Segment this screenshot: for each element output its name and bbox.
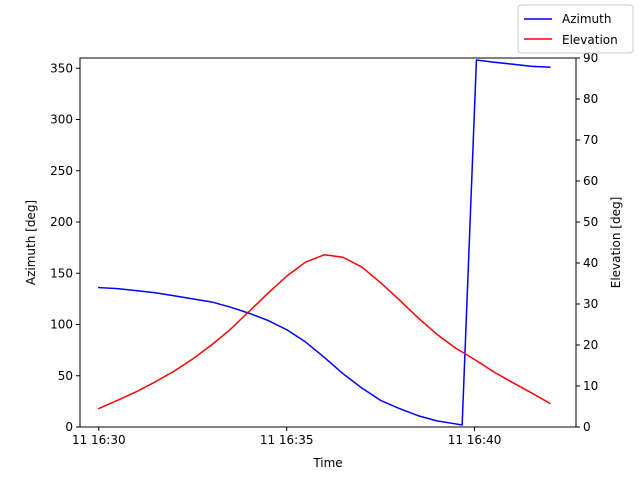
legend-box [517, 4, 634, 54]
y-tick-label-right-9: 90 [583, 51, 598, 65]
y-tick-label-left-1: 50 [58, 369, 73, 383]
y-tick-label-left-5: 250 [50, 164, 73, 178]
y-tick-label-left-7: 350 [50, 61, 73, 75]
y-tick-label-right-5: 50 [583, 215, 598, 229]
x-axis-label: Time [312, 456, 342, 470]
legend: Azimuth Elevation [517, 4, 634, 54]
legend-label-elevation: Elevation [562, 33, 618, 47]
y-tick-label-right-7: 70 [583, 133, 598, 147]
y-tick-label-right-0: 0 [583, 420, 591, 434]
y-tick-label-right-3: 30 [583, 297, 598, 311]
legend-label-azimuth: Azimuth [562, 12, 611, 26]
x-tick-label-0: 11 16:30 [72, 433, 126, 447]
y-tick-label-right-2: 20 [583, 338, 598, 352]
x-tick-label-2: 11 16:40 [448, 433, 502, 447]
plot-frame [79, 57, 577, 428]
series-line-elevation [97, 254, 551, 410]
x-tick-label-1: 11 16:35 [260, 433, 314, 447]
y-tick-label-right-6: 60 [583, 174, 598, 188]
y-tick-label-left-3: 150 [50, 266, 73, 280]
y-tick-label-left-0: 0 [65, 420, 73, 434]
y-axis-label-left: Azimuth [deg] [24, 200, 38, 285]
y-tick-label-left-6: 300 [50, 113, 73, 127]
series-line-azimuth [98, 59, 551, 426]
y-tick-label-right-8: 80 [583, 92, 598, 106]
y-tick-label-left-4: 200 [50, 215, 73, 229]
y-tick-label-right-4: 40 [583, 256, 598, 270]
y-tick-label-left-2: 100 [50, 318, 73, 332]
y-axis-label-right: Elevation [deg] [609, 197, 623, 289]
y-tick-label-right-1: 10 [583, 379, 598, 393]
